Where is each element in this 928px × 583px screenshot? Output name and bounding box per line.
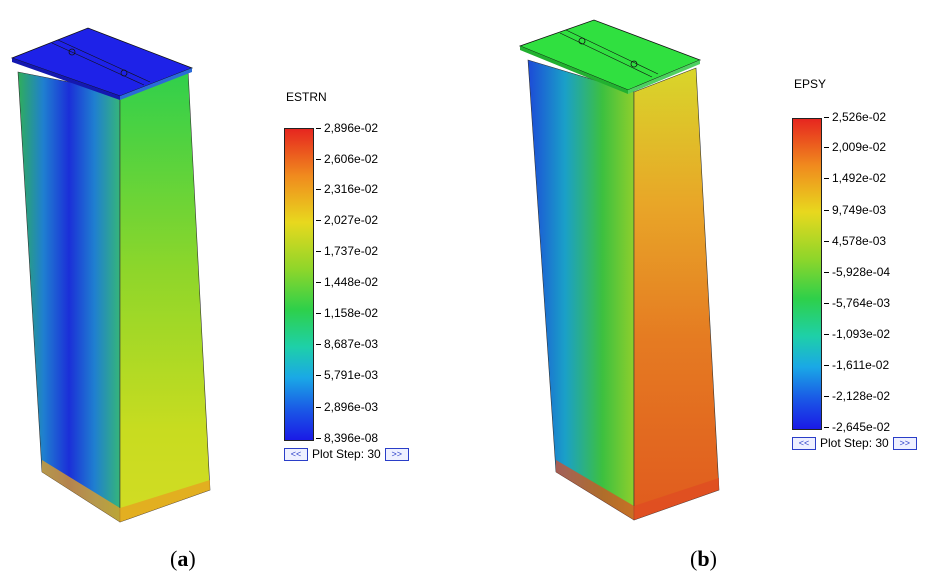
color-scale-bar [792,118,822,430]
column-model-epsy [518,19,720,521]
plot-step-control: << Plot Step: 30 >> [792,436,917,450]
top-plate-edge-right [628,60,700,94]
prev-step-button[interactable]: << [284,447,308,461]
column-bottom-mesh [42,460,210,522]
legend-value: 1,448e-02 [315,275,379,289]
column-right-face [119,69,211,523]
top-plate-edge [12,58,120,100]
legend-value: 9,749e-03 [823,203,887,217]
legend-value: -1,093e-02 [823,327,891,341]
legend-title: ESTRN [286,90,327,104]
legend-value: 5,791e-03 [315,368,379,382]
legend-value: -1,611e-02 [823,358,890,372]
plot-step-label: Plot Step: 30 [820,436,889,450]
legend-value: 2,606e-02 [315,152,379,166]
plate-seam [51,42,145,86]
caption-a: (a) [170,546,196,571]
column-bottom-mesh [556,460,719,520]
next-step-button[interactable]: >> [892,436,917,450]
legend-value: 2,027e-02 [315,213,379,227]
legend-value: 2,009e-02 [823,140,887,154]
legend-title: EPSY [794,77,827,91]
bolt-hole [578,37,586,45]
top-plate-edge-right [120,68,192,100]
legend-value: 8,396e-08 [315,431,379,445]
panel-a: ESTRN 2,896e-02 2,606e-02 2,316e-02 2,02… [10,27,409,571]
plot-step-label: Plot Step: 30 [312,447,381,461]
legend-value: -2,645e-02 [823,420,891,434]
bolt-hole [630,60,638,68]
column-left-face [527,59,635,521]
legend-value: 1,737e-02 [315,244,379,258]
panel-b: EPSY 2,526e-02 2,009e-02 1,492e-02 9,749… [464,0,928,583]
next-step-button[interactable]: >> [384,447,409,461]
column-model-estrn [10,27,211,523]
plate-seam [57,39,151,83]
column-left-face [17,71,121,523]
color-scale-bar [284,128,314,441]
prev-step-button[interactable]: << [792,436,816,450]
top-plate-edge [520,46,628,94]
plate-seam [559,32,653,78]
legend-value: 4,578e-03 [823,234,887,248]
caption-b: (b) [690,546,717,571]
legend-value: -5,764e-03 [823,296,891,310]
legend-value: 1,492e-02 [823,171,887,185]
column-right-face [633,67,720,521]
plot-step-control: << Plot Step: 30 >> [284,447,409,461]
legend-value: 8,687e-03 [315,337,379,351]
legend-value: -2,128e-02 [823,389,891,403]
legend-value: 2,896e-03 [315,400,379,414]
plate-seam [565,29,659,75]
bolt-hole [68,48,76,56]
bolt-hole [120,69,128,77]
legend-value: 2,896e-02 [315,121,379,135]
legend-value: 2,316e-02 [315,182,379,196]
legend-value: 1,158e-02 [315,306,379,320]
legend-value: -5,928e-04 [823,265,891,279]
legend-value: 2,526e-02 [823,110,887,124]
